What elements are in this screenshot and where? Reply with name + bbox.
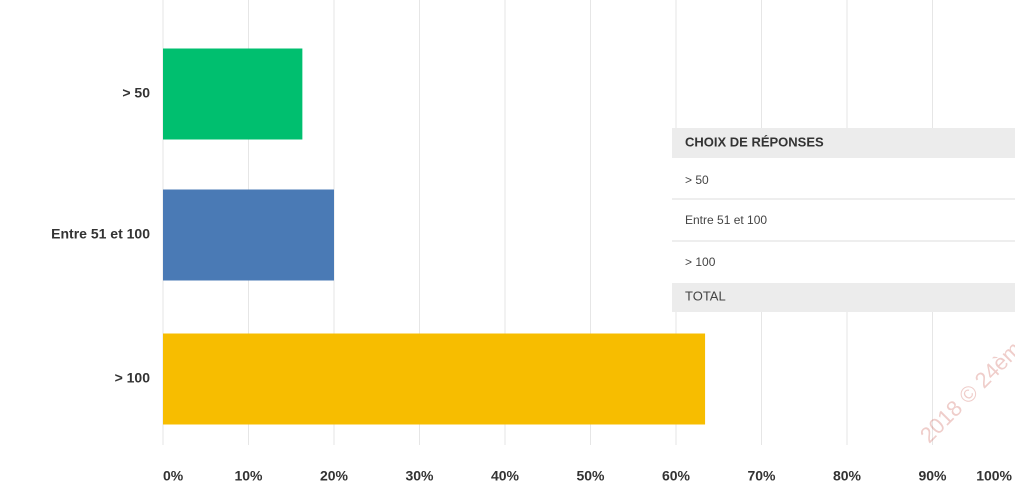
x-tick-label: 80% xyxy=(833,468,862,484)
x-tick-label: 100% xyxy=(976,468,1012,484)
table-header: CHOIX DE RÉPONSES xyxy=(685,134,824,149)
table-total: TOTAL xyxy=(685,288,726,303)
watermark: 2018 © 24ème xyxy=(915,328,1015,448)
y-tick-label: > 100 xyxy=(115,370,151,386)
x-tick-label: 10% xyxy=(234,468,263,484)
y-tick-label: Entre 51 et 100 xyxy=(51,226,150,242)
x-tick-label: 50% xyxy=(576,468,605,484)
x-tick-label: 0% xyxy=(163,468,184,484)
table-row: > 50 xyxy=(685,173,709,187)
x-tick-label: 70% xyxy=(747,468,776,484)
table-body-bg xyxy=(672,158,1015,283)
x-tick-label: 20% xyxy=(320,468,349,484)
bar xyxy=(163,48,303,140)
table: CHOIX DE RÉPONSES > 50 Entre 51 et 100 >… xyxy=(672,128,1015,312)
x-tick-label: 60% xyxy=(662,468,691,484)
bar xyxy=(163,333,706,425)
table-header-bg xyxy=(672,128,1015,158)
bar xyxy=(163,189,334,281)
table-row: > 100 xyxy=(685,255,716,269)
x-tick-label: 30% xyxy=(405,468,434,484)
table-total-bg xyxy=(672,283,1015,312)
table-row: Entre 51 et 100 xyxy=(685,213,767,227)
x-tick-label: 90% xyxy=(918,468,947,484)
y-tick-label: > 50 xyxy=(122,85,150,101)
bars xyxy=(163,48,706,425)
x-tick-label: 40% xyxy=(491,468,520,484)
